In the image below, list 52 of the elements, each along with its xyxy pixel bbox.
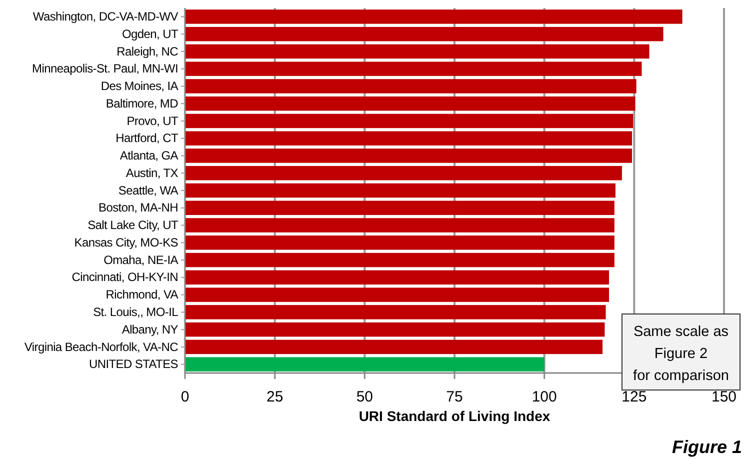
x-tick-label: 0 [180, 388, 190, 406]
y-tick-label: Boston, MA-NH [98, 200, 178, 215]
bar [185, 96, 636, 111]
x-tick-label: 75 [446, 388, 463, 406]
bar [185, 305, 606, 320]
y-tick-label: Ogden, UT [122, 26, 179, 41]
bar [185, 166, 622, 180]
bar [185, 148, 632, 163]
y-tick-label: UNITED STATES [89, 357, 178, 372]
y-tick-label: Cincinnati, OH-KY-IN [72, 270, 178, 284]
bar [185, 131, 632, 146]
y-tick-label: Omaha, NE-IA [104, 252, 178, 267]
y-tick-label: Seattle, WA [118, 183, 178, 198]
bar [185, 218, 614, 232]
bar [185, 183, 616, 198]
bar [185, 340, 603, 354]
bar [185, 200, 614, 216]
bar [185, 322, 605, 337]
x-tick-label: 50 [356, 388, 374, 406]
y-tick-label: Albany, NY [122, 322, 178, 336]
bar [185, 26, 664, 42]
y-tick-label: Hartford, CT [116, 131, 179, 146]
caption: Figure 1 [672, 437, 742, 457]
x-tick-label: 125 [622, 388, 647, 406]
x-tick-label: 100 [532, 388, 557, 406]
x-tick-label: 25 [266, 388, 284, 406]
y-tick-label: Kansas City, MO-KS [74, 235, 178, 250]
y-tick-label: Provo, UT [126, 114, 179, 128]
bar [185, 270, 610, 285]
y-tick-label: Richmond, VA [106, 288, 178, 302]
annotation: Same scale as Figure 2 for comparison [633, 324, 729, 384]
y-tick-label: Raleigh, NC [116, 44, 179, 58]
bar [185, 62, 642, 76]
y-tick-label: Salt Lake City, UT [88, 218, 179, 232]
bar [185, 236, 614, 250]
x-tick-label: 150 [711, 388, 737, 406]
bar [185, 10, 682, 24]
bar [185, 114, 634, 128]
bar [185, 288, 610, 302]
y-tick-label: Des Moines, IA [100, 79, 178, 94]
y-tick-label: Baltimore, MD [106, 96, 179, 110]
y-tick-label: Washington, DC-VA-MD-WV [32, 10, 178, 24]
y-tick-label: Austin, TX [126, 166, 178, 180]
y-tick-label: Atlanta, GA [120, 148, 178, 163]
y-tick-label: Minneapolis-St. Paul, MN-WI [32, 62, 178, 76]
bar [185, 44, 650, 59]
bar [185, 79, 636, 94]
x-axis-title: URI Standard of Living Index [358, 408, 550, 424]
y-tick-label: St. Louis,, MO-IL [93, 305, 179, 320]
bar [185, 357, 544, 372]
bar [185, 252, 614, 268]
y-tick-label: Virginia Beach-Norfolk, VA-NC [24, 340, 179, 354]
